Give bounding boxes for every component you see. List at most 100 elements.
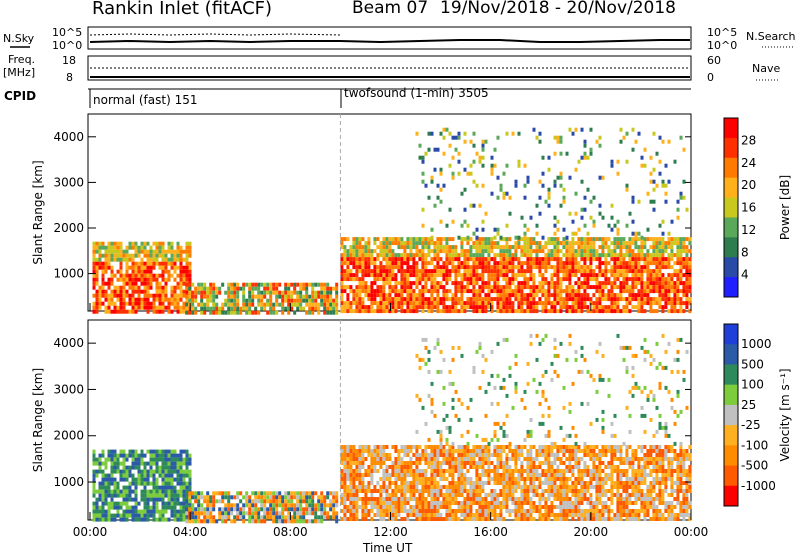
data-cell — [649, 245, 653, 250]
data-cell — [484, 309, 488, 314]
data-cell — [179, 501, 183, 506]
data-cell — [463, 285, 467, 290]
data-cell — [302, 515, 306, 520]
data-cell — [122, 281, 126, 286]
data-cell — [400, 489, 404, 493]
data-cell — [616, 245, 620, 250]
data-cell — [430, 241, 434, 246]
data-cell — [418, 297, 422, 302]
data-cell — [436, 147, 440, 152]
data-cell — [245, 495, 249, 500]
data-cell — [385, 261, 389, 266]
data-cell — [254, 511, 258, 516]
data-cell — [397, 485, 401, 489]
data-cell — [529, 285, 533, 290]
data-cell — [628, 277, 632, 282]
data-cell — [146, 269, 150, 274]
data-cell — [427, 477, 431, 481]
data-cell — [667, 231, 671, 236]
data-cell — [179, 481, 183, 486]
data-cell — [571, 131, 575, 136]
data-cell — [442, 485, 446, 489]
data-cell — [487, 477, 491, 481]
data-cell — [397, 489, 401, 493]
data-cell — [125, 513, 129, 518]
data-cell — [266, 491, 270, 496]
data-cell — [406, 301, 410, 306]
data-cell — [463, 277, 467, 282]
data-cell — [658, 159, 662, 164]
data-cell — [559, 297, 563, 302]
data-cell — [311, 503, 315, 508]
data-cell — [158, 449, 162, 454]
data-cell — [284, 282, 288, 287]
data-cell — [403, 245, 407, 250]
colorbar-swatch — [724, 277, 738, 298]
data-cell — [107, 509, 111, 514]
data-cell — [185, 273, 189, 278]
data-cell — [565, 309, 569, 314]
data-cell — [574, 253, 578, 258]
data-cell — [520, 245, 524, 250]
data-cell — [343, 445, 347, 449]
data-cell — [538, 211, 542, 216]
data-cell — [113, 241, 117, 246]
data-cell — [370, 493, 374, 497]
data-cell — [538, 249, 542, 254]
data-cell — [421, 245, 425, 250]
data-cell — [152, 493, 156, 498]
data-cell — [263, 519, 267, 524]
data-cell — [421, 489, 425, 493]
data-cell — [140, 305, 144, 310]
data-cell — [179, 293, 183, 298]
data-cell — [412, 241, 416, 246]
data-cell — [212, 491, 216, 496]
data-cell — [547, 155, 551, 160]
data-cell — [206, 499, 210, 504]
data-cell — [640, 273, 644, 278]
data-cell — [269, 515, 273, 520]
data-cell — [113, 449, 117, 454]
data-cell — [200, 491, 204, 496]
data-cell — [388, 477, 392, 481]
data-cell — [236, 515, 240, 520]
data-cell — [463, 477, 467, 481]
data-cell — [284, 294, 288, 299]
data-cell — [400, 301, 404, 306]
data-cell — [661, 237, 665, 242]
data-cell — [475, 273, 479, 278]
data-cell — [176, 469, 180, 474]
data-cell — [373, 289, 377, 294]
data-cell — [149, 281, 153, 286]
data-cell — [493, 257, 497, 262]
data-cell — [412, 297, 416, 302]
data-cell — [514, 481, 518, 485]
data-cell — [278, 491, 282, 496]
data-cell — [427, 509, 431, 513]
data-cell — [143, 241, 147, 246]
data-cell — [508, 257, 512, 262]
data-cell — [358, 261, 362, 266]
data-cell — [505, 297, 509, 302]
data-cell — [517, 289, 521, 294]
data-cell — [236, 302, 240, 307]
data-cell — [535, 261, 539, 266]
data-cell — [511, 261, 515, 266]
data-cell — [128, 285, 132, 290]
data-cell — [505, 481, 509, 485]
data-cell — [589, 241, 593, 246]
data-cell — [215, 290, 219, 295]
data-cell — [340, 493, 344, 497]
data-cell — [613, 297, 617, 302]
data-cell — [688, 257, 692, 262]
data-cell — [134, 449, 138, 454]
data-cell — [149, 513, 153, 518]
data-cell — [358, 309, 362, 314]
data-cell — [550, 445, 554, 449]
data-cell — [547, 293, 551, 298]
data-cell — [520, 517, 524, 521]
data-cell — [535, 231, 539, 236]
data-cell — [203, 515, 207, 520]
data-cell — [649, 289, 653, 294]
